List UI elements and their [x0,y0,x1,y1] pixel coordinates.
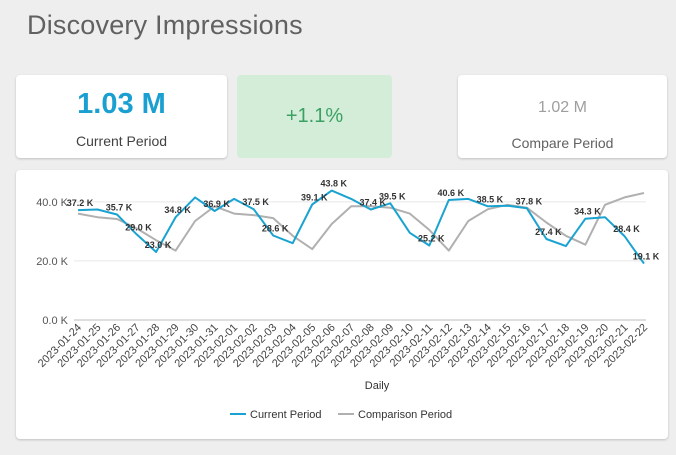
data-label: 37.5 K [242,197,269,207]
y-tick-label: 0.0 K [42,315,68,327]
data-label: 34.8 K [164,205,191,215]
data-label: 43.8 K [320,179,347,189]
legend-label-comparison: Comparison Period [358,409,452,421]
data-label: 29.0 K [125,222,152,232]
delta-scorecard[interactable]: +1.1% [237,75,392,158]
legend-label-current: Current Period [250,409,322,421]
data-label: 37.2 K [67,198,94,208]
comparison-period-line [77,192,645,252]
delta-value: +1.1% [285,105,344,127]
data-label: 28.4 K [613,224,640,234]
current-period-label: Current Period [75,133,168,149]
data-label: 39.1 K [301,192,328,202]
impressions-line-chart[interactable]: 0.0 K20.0 K40.0 K2023-01-242023-01-25202… [16,170,668,439]
data-label: 37.8 K [516,196,543,206]
data-label: 23.0 K [145,240,172,250]
compare-period-label: Compare Period [511,135,614,151]
data-label: 19.1 K [633,252,660,262]
impressions-chart-card[interactable]: 0.0 K 20.0 K 40.0 K 2023-01-24 2023-01-25 202… [16,170,668,439]
data-label: 40.6 K [438,188,465,198]
page-title: Discovery Impressions [27,10,303,40]
data-label: 25.2 K [418,234,445,244]
data-label: 39.5 K [379,191,406,201]
compare-period-scorecard[interactable]: 1.02 M Compare Period [458,75,667,158]
y-tick-label: 20.0 K [36,256,68,268]
data-label: 34.3 K [574,207,601,217]
data-label: 37.4 K [359,198,386,208]
x-axis-title: Daily [365,380,390,392]
current-period-line [77,189,645,265]
data-label: 36.9 K [203,199,230,209]
data-label: 38.5 K [477,194,504,204]
current-period-value: 1.03 M [77,88,166,120]
current-period-scorecard[interactable]: 1.03 M Current Period [16,75,227,158]
data-label: 28.6 K [262,224,289,234]
data-label: 27.4 K [535,227,562,237]
data-label: 35.7 K [106,203,133,213]
y-tick-label: 40.0 K [36,197,68,209]
compare-period-value: 1.02 M [538,99,587,116]
